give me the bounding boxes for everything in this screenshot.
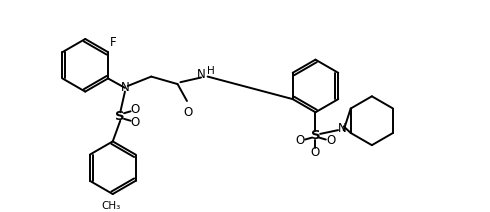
Text: S: S xyxy=(116,110,125,123)
Text: H: H xyxy=(207,66,215,76)
Text: S: S xyxy=(311,129,320,142)
Text: N: N xyxy=(121,81,129,94)
Text: F: F xyxy=(110,36,117,49)
Text: N: N xyxy=(338,122,346,135)
Text: O: O xyxy=(311,146,320,159)
Text: O: O xyxy=(183,106,193,119)
Text: CH₃: CH₃ xyxy=(101,201,121,211)
Text: N: N xyxy=(196,68,205,81)
Text: O: O xyxy=(326,134,335,147)
Text: O: O xyxy=(296,134,305,147)
Text: O: O xyxy=(131,103,140,116)
Text: O: O xyxy=(131,116,140,129)
